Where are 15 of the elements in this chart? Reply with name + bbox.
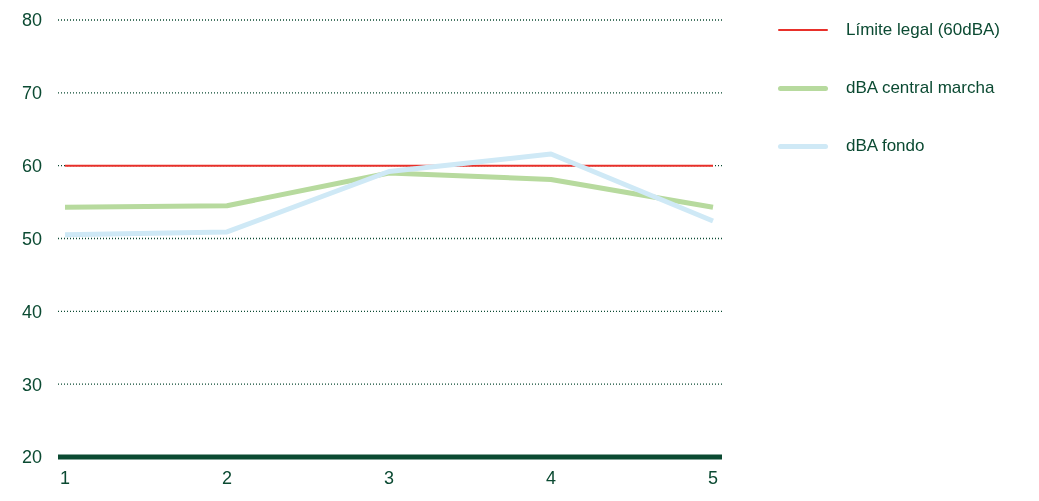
- x-tick-label: 1: [59, 467, 71, 488]
- x-tick-label: 3: [383, 467, 395, 488]
- legend-label: dBA central marcha: [846, 78, 995, 98]
- y-tick-label: 20: [21, 447, 42, 468]
- x-tick-label: 4: [545, 467, 557, 488]
- y-tick-label: 50: [21, 228, 42, 249]
- x-tick-label: 5: [707, 467, 719, 488]
- legend-label: Límite legal (60dBA): [846, 20, 1001, 40]
- y-tick-label: 80: [21, 10, 42, 31]
- y-tick-label: 70: [21, 83, 42, 104]
- y-tick-label: 30: [21, 374, 42, 395]
- y-tick-label: 40: [21, 301, 42, 322]
- x-tick-label: 2: [221, 467, 233, 488]
- legend-label: dBA fondo: [846, 136, 925, 156]
- y-tick-label: 60: [21, 156, 42, 177]
